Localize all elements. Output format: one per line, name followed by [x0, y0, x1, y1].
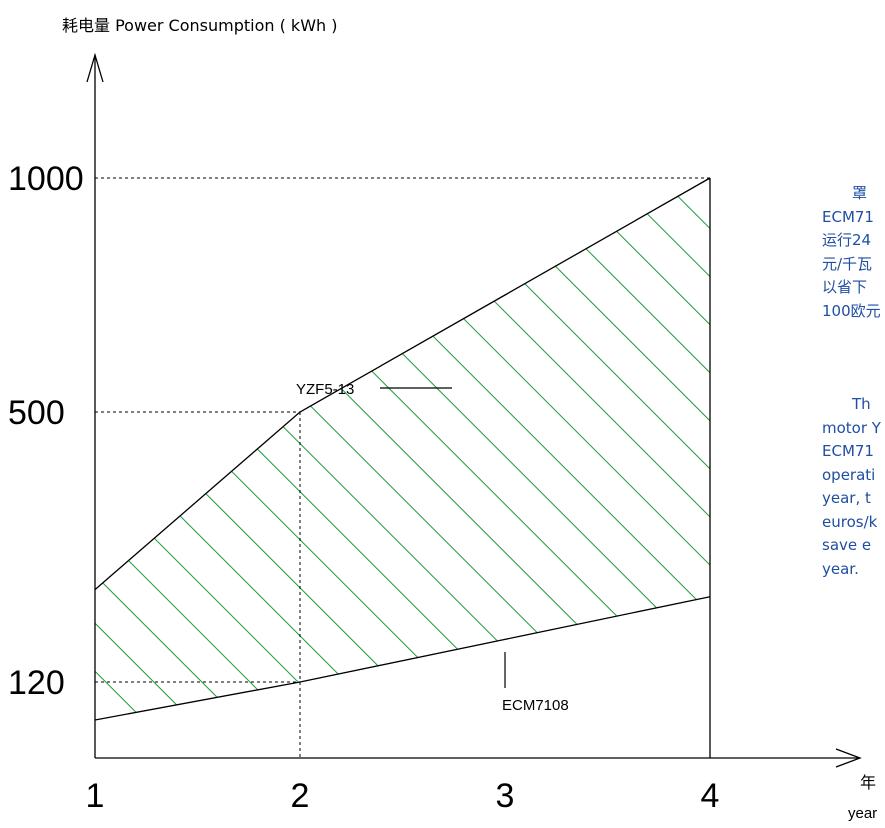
- description-en-line: motor Y: [822, 418, 881, 437]
- description-en-line: year.: [822, 559, 859, 578]
- yzf5-13-label: YZF5-13: [296, 381, 354, 398]
- series-line-yzf5-13: [94, 177, 711, 591]
- description-en-line: ECM71: [822, 442, 874, 460]
- x-tick-label: 1: [86, 777, 105, 815]
- description-cn-line: 运行24: [822, 231, 872, 249]
- x-tick-label: 4: [701, 777, 720, 815]
- x-axis-title-cn: 年: [860, 773, 876, 792]
- description-cn-line: 以省下: [822, 278, 868, 296]
- y-tick-label: 1000: [8, 160, 84, 198]
- description-cn-line: 罩: [822, 184, 868, 202]
- savings-area: [95, 178, 710, 720]
- description-en-line: operati: [822, 465, 876, 484]
- x-axis-arrow: [835, 748, 862, 768]
- reference-lines: [95, 177, 710, 758]
- x-tick-label: 3: [496, 777, 515, 815]
- description-en-line: Th: [822, 395, 871, 413]
- series-line-ecm7108: [94, 596, 711, 721]
- description-en-line: save e: [822, 536, 872, 554]
- y-tick-label: 120: [8, 664, 65, 702]
- description-cn: 罩 ECM71 运行24 元/千瓦 以省下 100欧元: [822, 182, 881, 323]
- description-en: Th motor Y ECM71 operati year, t euros/k…: [822, 393, 881, 581]
- y-tick-labels: 120 500 1000: [8, 160, 84, 702]
- y-tick-label: 500: [8, 394, 65, 432]
- x-tick-labels: 1 2 3 4: [86, 777, 720, 815]
- description-en-line: euros/k: [822, 512, 878, 531]
- description-cn-line: ECM71: [822, 207, 874, 226]
- y-axis-arrow: [86, 52, 104, 83]
- description-cn-line: 100欧元: [822, 301, 881, 320]
- x-axis-title-en: year: [848, 805, 877, 822]
- description-en-line: year, t: [822, 489, 871, 507]
- ecm7108-label: ECM7108: [502, 697, 569, 714]
- x-tick-label: 2: [291, 777, 310, 815]
- description-cn-line: 元/千瓦: [822, 254, 873, 273]
- y-axis-title: 耗电量 Power Consumption ( kWh ): [62, 16, 338, 35]
